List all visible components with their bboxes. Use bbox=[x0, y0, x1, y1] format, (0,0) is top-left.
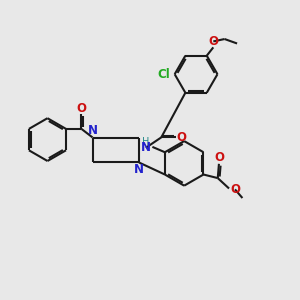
Text: O: O bbox=[214, 152, 224, 164]
Text: O: O bbox=[76, 102, 86, 115]
Text: O: O bbox=[176, 131, 186, 144]
Text: O: O bbox=[208, 35, 218, 48]
Text: O: O bbox=[230, 183, 240, 196]
Text: Cl: Cl bbox=[157, 68, 170, 81]
Text: H: H bbox=[142, 136, 149, 146]
Text: N: N bbox=[88, 124, 98, 137]
Text: N: N bbox=[134, 163, 144, 176]
Text: N: N bbox=[141, 141, 151, 154]
